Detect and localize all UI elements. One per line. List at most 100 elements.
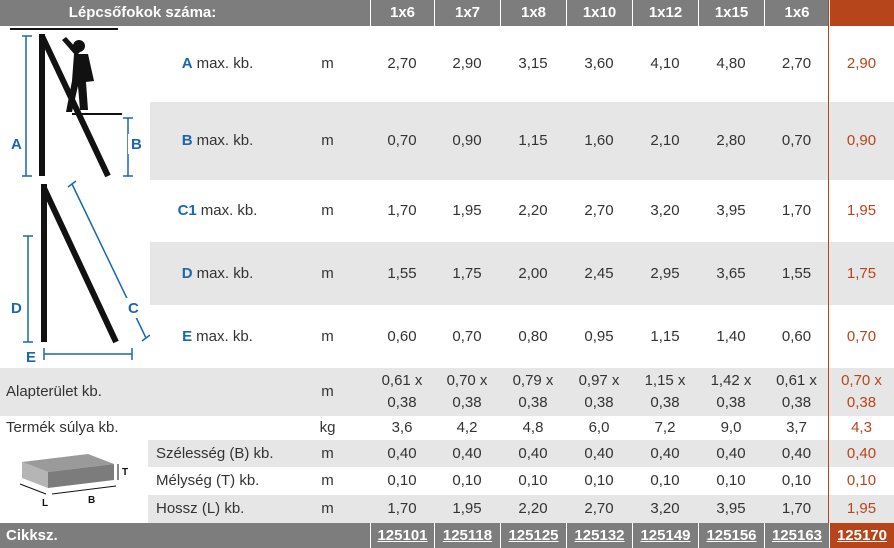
package-cell: 2,20 xyxy=(518,500,548,518)
value-cell: 1,70 xyxy=(781,202,812,220)
box-letter-b: B xyxy=(88,495,95,506)
package-label: Szélesség (B) kb. xyxy=(156,444,274,462)
ladder-side-icon: A B xyxy=(10,28,144,178)
package-cell: 0,40 xyxy=(387,444,417,462)
package-box-icon: T L B xyxy=(19,454,128,509)
package-cell: 2,70 xyxy=(584,500,614,518)
unit-cell: kg xyxy=(319,419,336,437)
weight-cell: 9,0 xyxy=(720,419,742,437)
header-col: 1x8 xyxy=(500,0,566,26)
value-cell: 0,60 xyxy=(387,327,417,345)
weight-cell: 3,7 xyxy=(786,419,807,437)
diagram-letter-a: A xyxy=(11,136,22,153)
dimension-label: C1 max. kb. xyxy=(150,180,285,242)
article-code[interactable]: 125163 xyxy=(764,523,829,548)
footprint-line: 0,38 xyxy=(452,394,482,411)
package-cell: 0,10 xyxy=(781,472,812,490)
box-letter-l: L xyxy=(42,498,48,509)
footprint-line: 0,61 x xyxy=(776,372,817,390)
article-code[interactable]: 125170 xyxy=(829,523,894,548)
highlight-divider xyxy=(828,0,829,523)
package-cell: 0,10 xyxy=(518,472,548,490)
unit-cell: m xyxy=(321,202,334,220)
value-cell: 4,80 xyxy=(716,55,746,73)
unit-cell: m xyxy=(321,327,334,345)
weight-cell: 3,6 xyxy=(391,419,413,437)
header-col: 1x7 xyxy=(434,0,500,26)
value-cell: 0,70 xyxy=(781,132,812,150)
value-cell: 3,15 xyxy=(518,55,548,73)
footprint-line: 0,38 xyxy=(650,394,680,411)
value-cell: 2,70 xyxy=(781,55,812,73)
unit-cell: m xyxy=(321,383,334,401)
ladder-diagram-side: A B xyxy=(0,26,150,180)
header-unit xyxy=(285,0,370,26)
article-code[interactable]: 125132 xyxy=(566,523,632,548)
unit-cell: m xyxy=(321,132,334,150)
footprint-cell: 0,97 x 0,38 xyxy=(566,368,632,416)
package-label: Mélység (T) kb. xyxy=(156,472,260,490)
footprint-cell: 0,79 x 0,38 xyxy=(500,368,566,416)
dimension-text: max. kb. xyxy=(200,202,258,220)
diagram-letter-d: D xyxy=(11,300,22,317)
package-cell: 0,40 xyxy=(650,444,680,462)
package-cell: 0,40 xyxy=(846,444,877,462)
dimension-text: max. kb. xyxy=(196,132,254,150)
weight-cell: 4,3 xyxy=(851,419,872,437)
package-diagram: T L B xyxy=(0,440,148,523)
value-cell: 0,70 xyxy=(452,327,482,345)
package-cell: 3,20 xyxy=(650,500,680,518)
value-cell: 1,95 xyxy=(452,202,482,220)
article-code[interactable]: 125149 xyxy=(632,523,698,548)
value-cell: 0,95 xyxy=(584,327,614,345)
value-cell: 1,15 xyxy=(650,327,680,345)
dimension-letter: D xyxy=(181,264,193,282)
header-col: 1x7 xyxy=(829,0,894,26)
ladder-diagram-open: D C E xyxy=(0,180,150,368)
value-cell: 2,80 xyxy=(716,132,746,150)
package-cell: 1,70 xyxy=(387,500,417,518)
diagram-letter-e: E xyxy=(26,349,36,366)
header-title: Lépcsőfokok száma: xyxy=(0,0,285,26)
value-cell: 1,15 xyxy=(518,132,548,150)
unit-cell: m xyxy=(321,500,334,518)
dimension-text: max. kb. xyxy=(196,264,254,282)
package-cell: 0,10 xyxy=(846,472,877,490)
unit-cell: m xyxy=(321,264,334,282)
package-cell: 0,40 xyxy=(716,444,746,462)
value-cell: 1,95 xyxy=(846,202,877,220)
value-cell: 2,70 xyxy=(584,202,614,220)
package-cell: 1,95 xyxy=(846,500,877,518)
row-band xyxy=(150,180,894,242)
footprint-cell: 0,61 x 0,38 xyxy=(764,368,829,416)
package-cell: 0,40 xyxy=(518,444,548,462)
weight-cell: 6,0 xyxy=(588,419,610,437)
footprint-line: 1,42 x xyxy=(710,372,752,390)
value-cell: 0,80 xyxy=(518,327,548,345)
package-cell: 0,40 xyxy=(452,444,482,462)
article-code[interactable]: 125156 xyxy=(698,523,764,548)
row-band xyxy=(148,440,894,467)
package-cell: 3,95 xyxy=(716,500,746,518)
article-code[interactable]: 125125 xyxy=(500,523,566,548)
package-cell: 1,95 xyxy=(452,500,482,518)
diagram-letter-c: C xyxy=(128,300,139,317)
diagram-letter-b: B xyxy=(131,136,142,153)
value-cell: 0,90 xyxy=(846,132,877,150)
article-code[interactable]: 125118 xyxy=(434,523,500,548)
unit-cell: m xyxy=(321,444,334,462)
footprint-line: 0,70 x xyxy=(446,372,488,390)
footer-label: Cikksz. xyxy=(0,523,370,548)
value-cell: 2,00 xyxy=(518,264,548,282)
package-cell: 0,10 xyxy=(452,472,482,490)
footprint-cell: 0,70 x 0,38 xyxy=(829,368,894,416)
article-code[interactable]: 125101 xyxy=(370,523,434,548)
value-cell: 1,75 xyxy=(846,264,877,282)
value-cell: 3,20 xyxy=(650,202,680,220)
value-cell: 0,70 xyxy=(846,327,877,345)
package-label: Hossz (L) kb. xyxy=(156,500,245,518)
footprint-line: 0,61 x xyxy=(381,372,423,390)
value-cell: 1,60 xyxy=(584,132,614,150)
